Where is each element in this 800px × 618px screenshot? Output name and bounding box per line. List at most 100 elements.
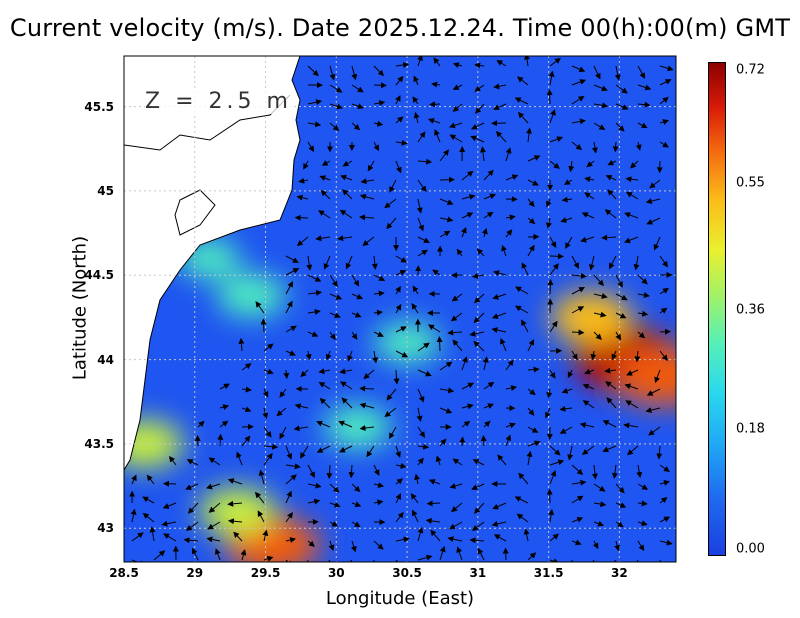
velocity-arrow — [389, 179, 397, 193]
velocity-arrow — [477, 547, 485, 561]
velocity-arrow — [359, 425, 375, 431]
velocity-arrow — [483, 420, 491, 428]
velocity-arrow — [163, 533, 177, 542]
velocity-arrow — [625, 400, 639, 409]
velocity-arrow — [300, 445, 309, 459]
velocity-arrow — [659, 479, 670, 486]
velocity-arrow — [285, 268, 300, 276]
velocity-arrow — [549, 533, 559, 542]
velocity-arrow — [413, 111, 420, 124]
velocity-arrow — [395, 511, 404, 523]
velocity-arrow — [592, 540, 599, 550]
velocity-arrow — [318, 381, 331, 390]
velocity-arrow — [307, 498, 321, 505]
velocity-arrow — [659, 255, 668, 268]
velocity-arrow — [307, 482, 322, 489]
velocity-arrow — [417, 236, 430, 243]
velocity-arrow — [414, 473, 420, 485]
velocity-arrow — [208, 457, 221, 466]
velocity-arrow — [493, 270, 507, 276]
velocity-arrow — [624, 383, 639, 390]
speed-field — [124, 238, 676, 562]
velocity-arrow — [473, 312, 485, 324]
velocity-arrow — [450, 312, 463, 322]
velocity-arrow — [659, 96, 669, 105]
colorbar-label: 0.72 — [736, 62, 765, 78]
velocity-arrow — [285, 350, 296, 356]
velocity-arrow — [637, 331, 646, 339]
velocity-arrow — [526, 450, 533, 466]
velocity-arrow — [659, 539, 673, 546]
velocity-arrow — [186, 459, 199, 466]
velocity-arrow — [307, 141, 315, 153]
velocity-arrow — [474, 84, 485, 92]
velocity-arrow — [417, 457, 424, 466]
colorbar-label: 0.00 — [736, 541, 765, 557]
velocity-arrow — [351, 501, 362, 508]
velocity-arrow — [373, 100, 386, 106]
velocity-arrow — [329, 84, 343, 93]
velocity-arrow — [523, 528, 530, 542]
velocity-arrow — [624, 236, 639, 244]
velocity-arrow — [329, 501, 341, 508]
velocity-arrow — [131, 532, 144, 542]
velocity-arrow — [373, 540, 384, 550]
velocity-arrow — [373, 309, 383, 316]
velocity-arrow — [571, 464, 584, 475]
velocity-arrow — [285, 281, 294, 295]
velocity-arrow — [615, 274, 623, 288]
speed-hotspot — [124, 419, 184, 468]
velocity-arrow — [142, 512, 155, 523]
velocity-arrow — [395, 270, 407, 276]
velocity-arrow — [637, 310, 649, 317]
velocity-arrow — [571, 350, 578, 361]
velocity-arrow — [549, 57, 561, 67]
velocity-arrow — [567, 369, 574, 379]
velocity-arrow — [606, 397, 617, 409]
velocity-arrow — [654, 369, 661, 384]
velocity-arrow — [449, 134, 463, 143]
velocity-arrow — [602, 420, 617, 428]
velocity-arrow — [549, 470, 557, 485]
velocity-arrow — [276, 407, 287, 417]
velocity-arrow — [412, 285, 419, 295]
velocity-arrow — [452, 339, 463, 352]
velocity-arrow — [452, 62, 463, 68]
velocity-arrow — [395, 326, 407, 333]
velocity-arrow — [591, 141, 598, 154]
velocity-arrow — [571, 479, 587, 486]
velocity-arrow — [413, 75, 419, 86]
velocity-arrow — [517, 111, 529, 124]
velocity-arrow — [549, 369, 556, 379]
velocity-arrow — [593, 122, 606, 130]
velocity-arrow — [659, 350, 668, 361]
plot-frame — [123, 55, 677, 563]
velocity-arrow — [527, 217, 536, 225]
velocity-arrow — [217, 433, 224, 447]
y-tick-label: 44 — [97, 352, 114, 367]
velocity-arrow — [501, 244, 507, 257]
velocity-arrow — [263, 343, 274, 352]
velocity-arrow — [659, 328, 671, 335]
velocity-arrow — [615, 293, 628, 301]
velocity-arrow — [637, 520, 648, 527]
velocity-arrow — [547, 279, 554, 295]
x-tick-label: 30.5 — [392, 566, 422, 580]
velocity-arrow — [648, 426, 661, 436]
velocity-arrow — [527, 388, 536, 396]
velocity-arrow — [329, 274, 338, 288]
velocity-arrow — [426, 500, 441, 507]
velocity-arrow — [649, 179, 661, 189]
x-tick-label: 30 — [327, 566, 345, 580]
velocity-arrow — [417, 249, 428, 257]
velocity-arrow — [515, 286, 529, 295]
velocity-arrow — [389, 426, 397, 440]
velocity-arrow — [285, 300, 293, 314]
velocity-arrow — [571, 516, 584, 523]
velocity-arrow — [227, 500, 243, 507]
velocity-arrow — [262, 388, 269, 398]
velocity-arrow — [493, 83, 507, 90]
velocity-arrow — [469, 330, 485, 337]
velocity-arrow — [428, 118, 441, 124]
x-tick-label: 31 — [469, 566, 487, 580]
